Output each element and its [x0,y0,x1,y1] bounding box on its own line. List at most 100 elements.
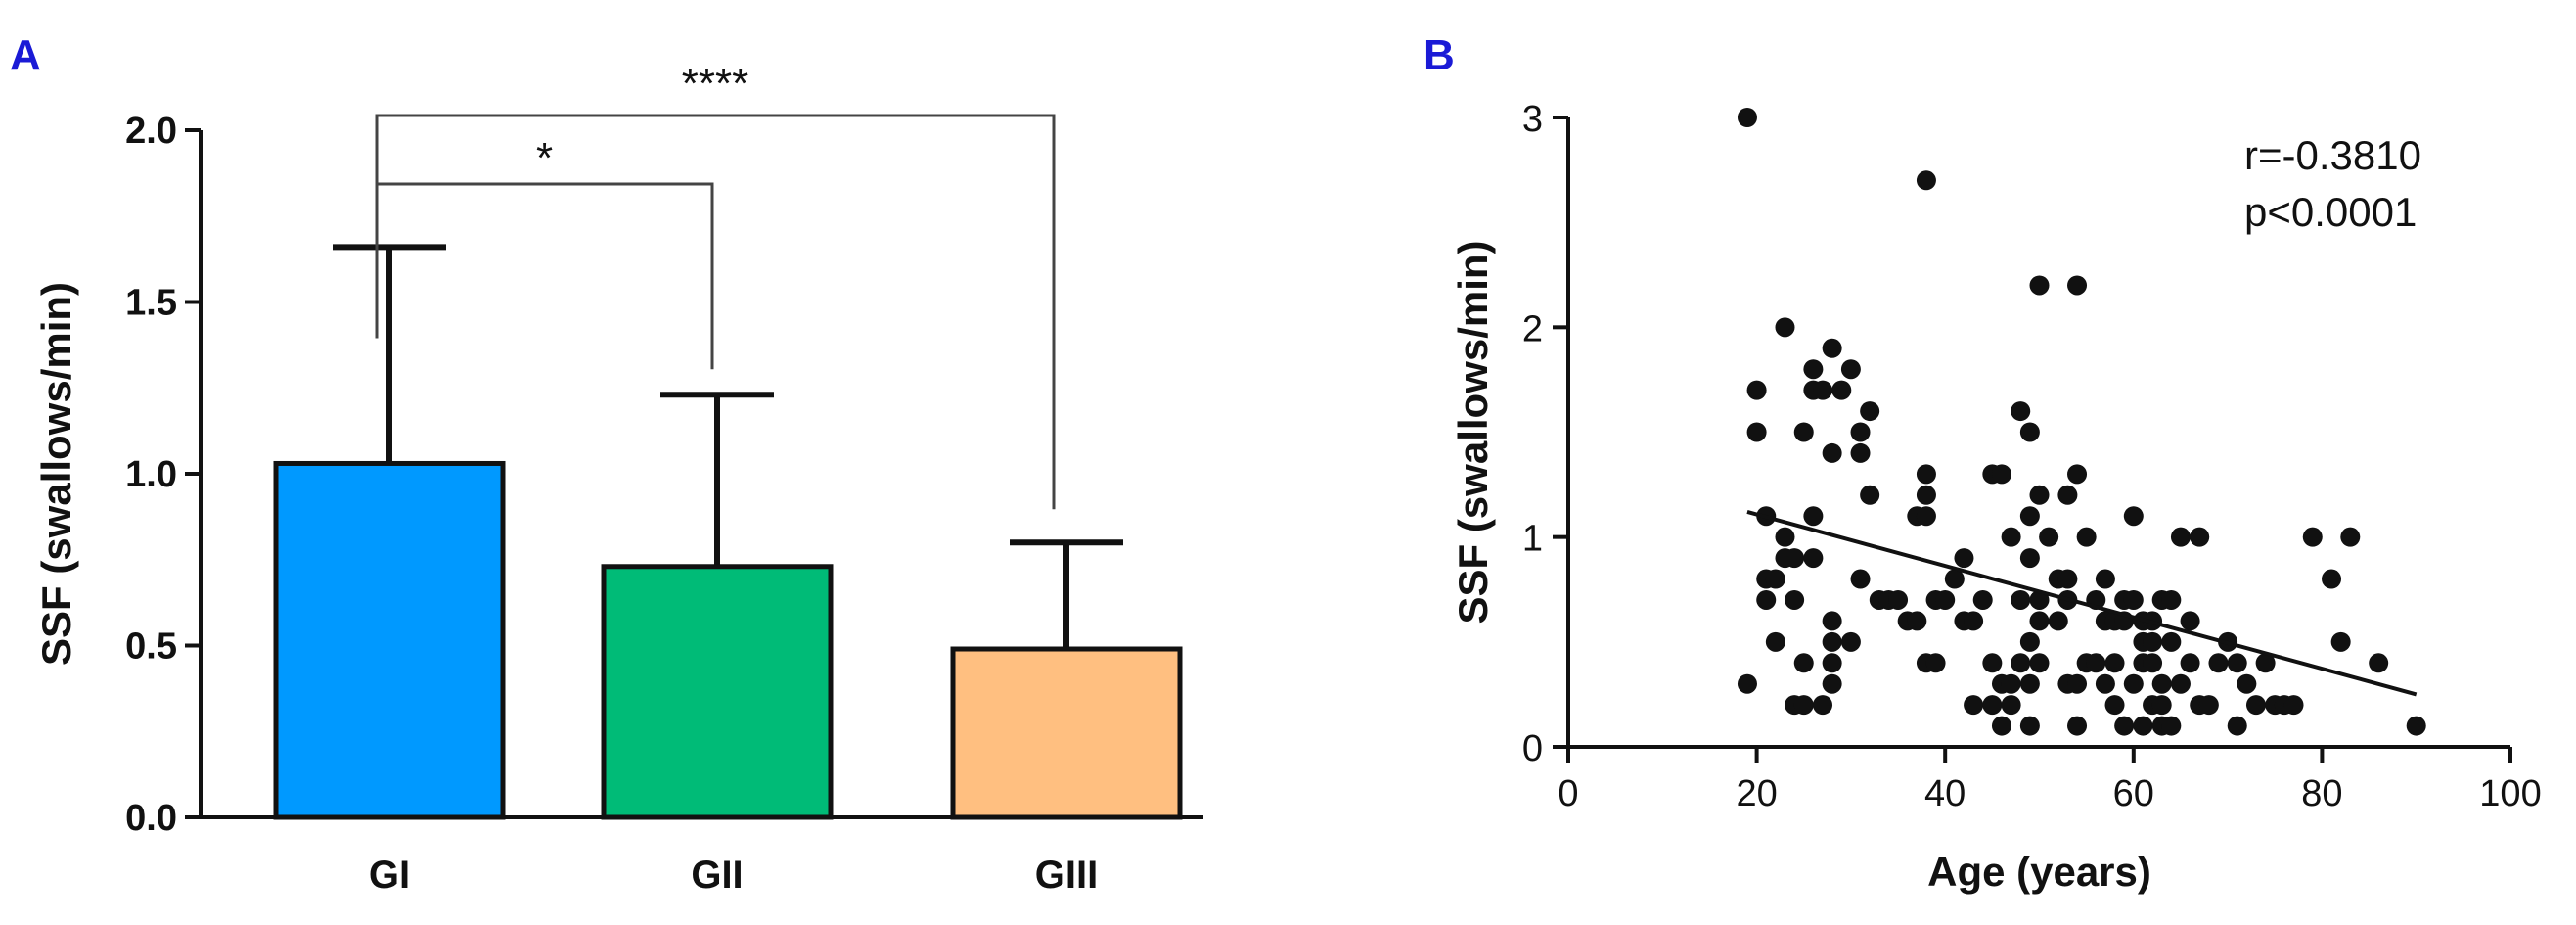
scatter-point [2133,716,2153,736]
scatter-point [1822,631,1842,652]
scatter-point [2039,527,2059,547]
scatter-point [2019,631,2040,652]
scatter-point [2019,506,2040,527]
scatter-point [1964,695,1984,716]
scatter-point [1737,673,1757,694]
scatter-point [2237,673,2257,694]
scatter-point [1813,695,1833,716]
scatter-point [2019,716,2040,736]
scatter-point [2001,695,2021,716]
scatter-point [1907,611,1927,631]
scatter-point [1916,485,1936,505]
scatter-point [2001,673,2021,694]
bar-gi [273,460,506,820]
scatter-point [2029,275,2050,296]
stats-annotation: p<0.0001 [2244,189,2417,235]
scatter-point [1822,673,1842,694]
scatter-point [1765,569,1785,589]
scatter-point [1840,359,1861,380]
stats-annotation: r=-0.3810 [2244,132,2421,178]
scatter-point [1840,631,1861,652]
scatter-point [1803,359,1824,380]
x-tick-label: 80 [2301,773,2342,814]
y-tick-label: 2.0 [125,111,177,152]
scatter-point [2161,589,2182,610]
bar-chart-panel-a: 0.0 0.5 1.0 1.5 2.0 SSF (swallows/min) GI GII GI… [33,60,1203,897]
scatter-point [1765,631,1785,652]
scatter-point [2283,695,2304,716]
scatter-point [2086,653,2106,673]
scatter-point [2143,653,2163,673]
x-tick-label: GII [691,854,743,897]
scatter-point [2029,485,2050,505]
y-tick-label: 1.5 [125,283,177,324]
regression-line [1746,510,2418,697]
x-tick-label: 100 [2479,773,2541,814]
scatter-point [1822,442,1842,463]
scatter-point [2067,464,2088,485]
significance-label: **** [682,60,749,108]
x-axis-label: Age (years) [1927,849,2151,895]
scatter-point [1964,611,1984,631]
scatter-point [1775,317,1795,338]
scatter-point [1822,338,1842,358]
y-axis-label: SSF (swallows/min) [33,282,79,666]
scatter-point [2227,716,2247,736]
scatter-point [2067,275,2088,296]
scatter-point [2180,611,2200,631]
scatter-point [2067,716,2088,736]
scatter-point [1954,548,1974,569]
scatter-point [1944,569,1965,589]
scatter-point [2019,673,2040,694]
scatter-point [2198,695,2219,716]
scatter-point [2001,527,2021,547]
scatter-point [2011,589,2031,610]
scatter-point [1850,569,1871,589]
x-tick-label: GIII [1035,854,1098,897]
scatter-point [2322,569,2342,589]
scatter-point [2369,653,2389,673]
y-tick-label: 2 [1522,308,1543,349]
scatter-point [1850,442,1871,463]
scatter-point [1785,548,1805,569]
scatter-point [2245,695,2266,716]
scatter-point [1860,485,1880,505]
scatter-point [2104,653,2125,673]
scatter-point [1813,380,1833,400]
scatter-point [1888,589,1909,610]
scatter-point [2190,527,2210,547]
y-tick-label: 1 [1522,519,1543,560]
scatter-point [2114,716,2135,736]
x-tick-label: 60 [2113,773,2154,814]
scatter-point [2180,653,2200,673]
x-tick-label: GI [369,854,410,897]
x-tick-label: 20 [1736,773,1777,814]
y-tick-label: 0.0 [125,798,177,839]
scatter-point [2011,653,2031,673]
scatter-point [1860,401,1880,422]
scatter-point [2123,673,2144,694]
scatter-point [1793,653,1814,673]
scatter-point [2123,589,2144,610]
x-tick-label: 40 [1924,773,1966,814]
scatter-point [1982,695,2003,716]
scatter-point [2161,716,2182,736]
scatter-point [1746,422,1767,442]
scatter-point [2340,527,2361,547]
bar-gii [601,564,834,820]
panel-b-label: B [1424,31,1455,79]
scatter-point [2067,673,2088,694]
scatter-point [2057,485,2078,505]
scatter-point [2095,569,2115,589]
scatter-point [1991,464,2011,485]
scatter-point [1822,653,1842,673]
scatter-point [2170,527,2191,547]
scatter-point [2255,653,2276,673]
scatter-point [1991,716,2011,736]
scatter-point [2330,631,2351,652]
scatter-point [2029,611,2050,631]
significance-bracket [375,114,1056,510]
scatter-point [2302,527,2323,547]
scatter-point [2019,422,2040,442]
significance-label: * [536,134,553,182]
